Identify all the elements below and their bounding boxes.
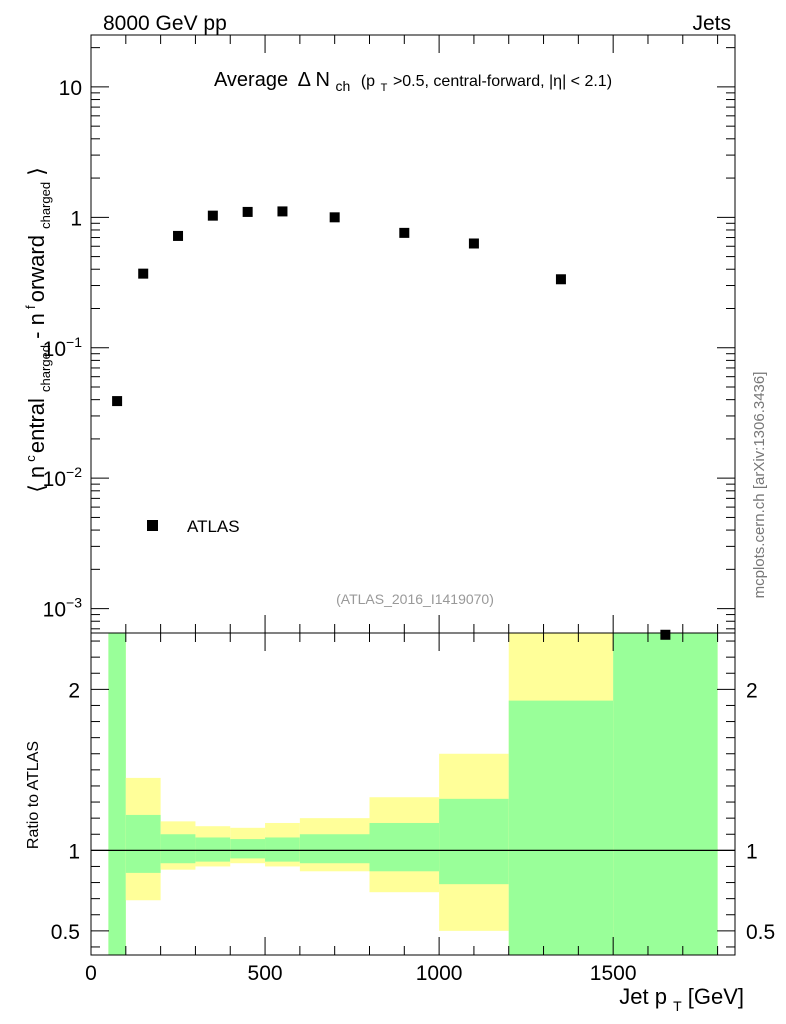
ratio-y-tick-label-right-1: 1	[746, 840, 758, 863]
ratio-y-axis-label: Ratio to ATLAS	[25, 741, 42, 849]
data-point-6	[329, 212, 340, 223]
legend-marker	[147, 520, 158, 531]
data-point-3	[207, 210, 218, 221]
top-axes: 10 1 10−1 10−2 10−3	[43, 34, 736, 634]
energy-label: 8000 GeV pp	[103, 12, 227, 35]
inner-band-0	[108, 633, 126, 955]
x-tick-label-3: 1500	[590, 962, 637, 985]
legend-label: ATLAS	[187, 517, 240, 536]
inner-band-1	[125, 814, 161, 873]
data-point-8	[468, 238, 479, 249]
x-tick-label-1: 500	[248, 962, 283, 985]
title-p: (p	[361, 73, 375, 90]
top-data-points	[112, 206, 671, 640]
top-y-tick-label-1: 1	[70, 207, 82, 230]
ratio-y-tick-label-left-1: 1	[68, 840, 80, 863]
title-p-sub: T	[381, 82, 388, 94]
data-point-10	[660, 629, 671, 640]
top-y-axis-label: ⟨ n c entral charged - n f orward charge…	[15, 167, 55, 493]
inner-band-2	[160, 834, 196, 864]
ratio-y-tick-label-left-2: 2	[68, 679, 80, 702]
data-point-1	[138, 268, 149, 279]
inner-band-7	[369, 822, 440, 872]
inner-band-5	[265, 837, 300, 862]
inner-band-9	[508, 700, 614, 955]
inner-band-3	[195, 837, 231, 862]
title-average: Average	[214, 69, 288, 91]
data-point-7	[399, 227, 410, 238]
data-point-5	[277, 206, 288, 217]
top-y-tick-label-3: 10−2	[43, 464, 83, 491]
ratio-y-tick-label-left-0: 0.5	[51, 921, 80, 944]
top-y-tick-label-0: 10	[59, 77, 82, 100]
top-y-tick-label-4: 10−3	[43, 595, 83, 622]
process-label: Jets	[692, 12, 731, 35]
title-rest: >0.5, central-forward, |η| < 2.1)	[393, 73, 612, 90]
mcplots-side-label: mcplots.cern.ch [arXiv:1306.3436]	[751, 372, 768, 599]
inner-band-10	[613, 633, 718, 955]
data-point-0	[112, 396, 123, 407]
top-y-tick-label-2: 10−1	[43, 334, 83, 361]
ratio-y-tick-label-right-0: 0.5	[746, 921, 775, 944]
x-tick-label-0: 0	[85, 962, 97, 985]
data-point-4	[242, 206, 253, 217]
analysis-id: (ATLAS_2016_I1419070)	[336, 591, 494, 607]
x-axis-label: Jet p T [GeV]	[619, 984, 744, 1016]
title-delta: Δ N	[298, 69, 330, 91]
x-tick-label-2: 1000	[416, 962, 463, 985]
data-point-2	[173, 230, 184, 241]
inner-band-4	[230, 839, 266, 859]
ratio-y-tick-label-right-2: 2	[746, 679, 758, 702]
ratio-plot-frame	[90, 632, 736, 956]
top-plot-frame	[90, 34, 736, 634]
main-title: Average Δ N ch (p T >0.5, central-forwar…	[214, 69, 612, 96]
inner-band-8	[439, 798, 509, 885]
title-delta-sub: ch	[335, 78, 350, 94]
inner-band-6	[299, 834, 370, 864]
ratio-axes: 0.5 0.5 1 1 2 2 0 500 1000 1500	[51, 632, 775, 985]
ratio-bands	[108, 633, 718, 955]
data-point-9	[555, 274, 566, 285]
